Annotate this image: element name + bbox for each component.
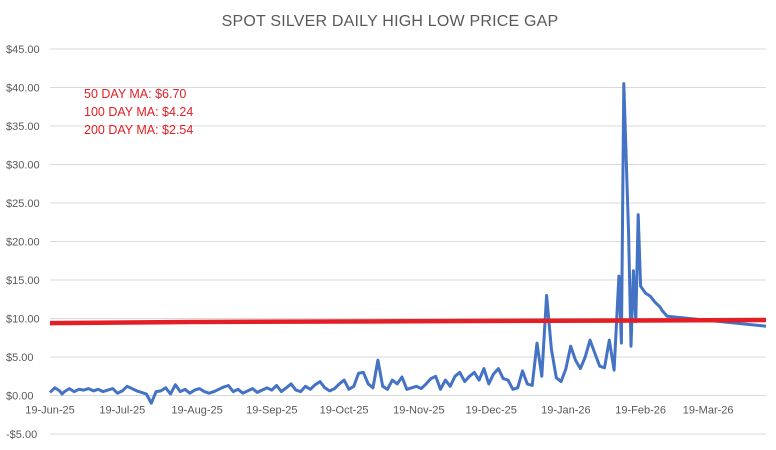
series-lines <box>48 82 767 405</box>
annotation-50-day-ma: 50 DAY MA: $6.70 <box>84 87 186 101</box>
x-tick-label: 19-Feb-26 <box>615 405 666 417</box>
moving-average-annotations: 50 DAY MA: $6.70 100 DAY MA: $4.24 200 D… <box>84 87 193 137</box>
x-tick-label: 19-Oct-25 <box>320 405 369 417</box>
x-tick-label: 19-Aug-25 <box>171 405 222 417</box>
y-tick-label: $0.00 <box>6 391 34 403</box>
y-axis-tick-labels: -$5.00 $0.00 $5.00 $10.00 $15.00 $20.00 $25.00… <box>6 44 40 441</box>
annotation-100-day-ma: 100 DAY MA: $4.24 <box>84 105 193 119</box>
x-tick-label: 19-Jan-26 <box>541 405 591 417</box>
y-tick-label: -$5.00 <box>6 429 37 441</box>
chart-title: SPOT SILVER DAILY HIGH LOW PRICE GAP <box>222 13 559 30</box>
gridlines <box>50 48 766 435</box>
y-tick-label: $40.00 <box>6 83 40 95</box>
x-tick-label: 19-Jun-25 <box>25 405 75 417</box>
y-tick-label: $30.00 <box>6 160 40 172</box>
x-tick-label: 19-Sep-25 <box>246 405 297 417</box>
x-tick-label: 19-Nov-25 <box>393 405 444 417</box>
y-tick-label: $35.00 <box>6 121 40 133</box>
y-tick-label: $15.00 <box>6 275 40 287</box>
annotation-200-day-ma: 200 DAY MA: $2.54 <box>84 123 193 137</box>
y-tick-label: $20.00 <box>6 237 40 249</box>
x-tick-label: 19-Mar-26 <box>683 405 734 417</box>
y-tick-label: $10.00 <box>6 314 40 326</box>
x-tick-label: 19-Jul-25 <box>99 405 145 417</box>
x-tick-label: 19-Dec-25 <box>465 405 516 417</box>
y-tick-label: $45.00 <box>6 44 40 56</box>
y-tick-label: $25.00 <box>6 198 40 210</box>
x-axis-tick-labels: 19-Jun-25 19-Jul-25 19-Aug-25 19-Sep-25 19-O… <box>25 405 733 417</box>
series-line-high-low-gap <box>48 82 767 405</box>
series-line-reference-level <box>49 317 767 326</box>
y-tick-label: $5.00 <box>6 352 34 364</box>
